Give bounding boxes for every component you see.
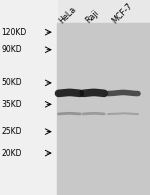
Text: 50KD: 50KD bbox=[2, 78, 22, 87]
Bar bbox=[57, 23, 150, 195]
Text: 20KD: 20KD bbox=[2, 149, 22, 158]
Text: HeLa: HeLa bbox=[57, 5, 78, 25]
Text: 25KD: 25KD bbox=[2, 127, 22, 136]
Text: 35KD: 35KD bbox=[2, 100, 22, 109]
Text: Raji: Raji bbox=[84, 8, 100, 25]
Text: MCF-7: MCF-7 bbox=[111, 1, 135, 25]
Text: 90KD: 90KD bbox=[2, 45, 22, 54]
Text: 120KD: 120KD bbox=[2, 28, 27, 37]
Bar bbox=[0, 0, 57, 195]
